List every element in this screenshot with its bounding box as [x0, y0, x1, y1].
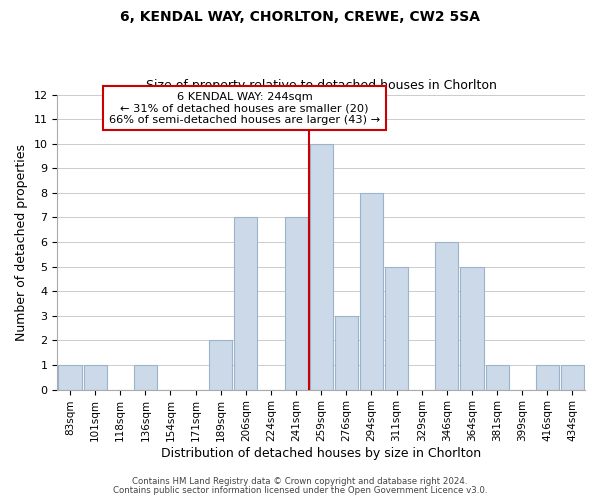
Bar	[335, 316, 358, 390]
Bar	[536, 365, 559, 390]
Bar	[134, 365, 157, 390]
Bar	[561, 365, 584, 390]
Bar	[385, 266, 408, 390]
Bar	[234, 218, 257, 390]
Bar	[435, 242, 458, 390]
Bar	[58, 365, 82, 390]
Bar	[485, 365, 509, 390]
Bar	[360, 193, 383, 390]
Bar	[310, 144, 333, 390]
Text: Contains public sector information licensed under the Open Government Licence v3: Contains public sector information licen…	[113, 486, 487, 495]
Text: Contains HM Land Registry data © Crown copyright and database right 2024.: Contains HM Land Registry data © Crown c…	[132, 477, 468, 486]
Bar	[460, 266, 484, 390]
Bar	[209, 340, 232, 390]
Text: 6 KENDAL WAY: 244sqm
← 31% of detached houses are smaller (20)
66% of semi-detac: 6 KENDAL WAY: 244sqm ← 31% of detached h…	[109, 92, 380, 125]
Bar	[284, 218, 308, 390]
X-axis label: Distribution of detached houses by size in Chorlton: Distribution of detached houses by size …	[161, 447, 481, 460]
Y-axis label: Number of detached properties: Number of detached properties	[15, 144, 28, 340]
Text: 6, KENDAL WAY, CHORLTON, CREWE, CW2 5SA: 6, KENDAL WAY, CHORLTON, CREWE, CW2 5SA	[120, 10, 480, 24]
Title: Size of property relative to detached houses in Chorlton: Size of property relative to detached ho…	[146, 79, 497, 92]
Bar	[83, 365, 107, 390]
